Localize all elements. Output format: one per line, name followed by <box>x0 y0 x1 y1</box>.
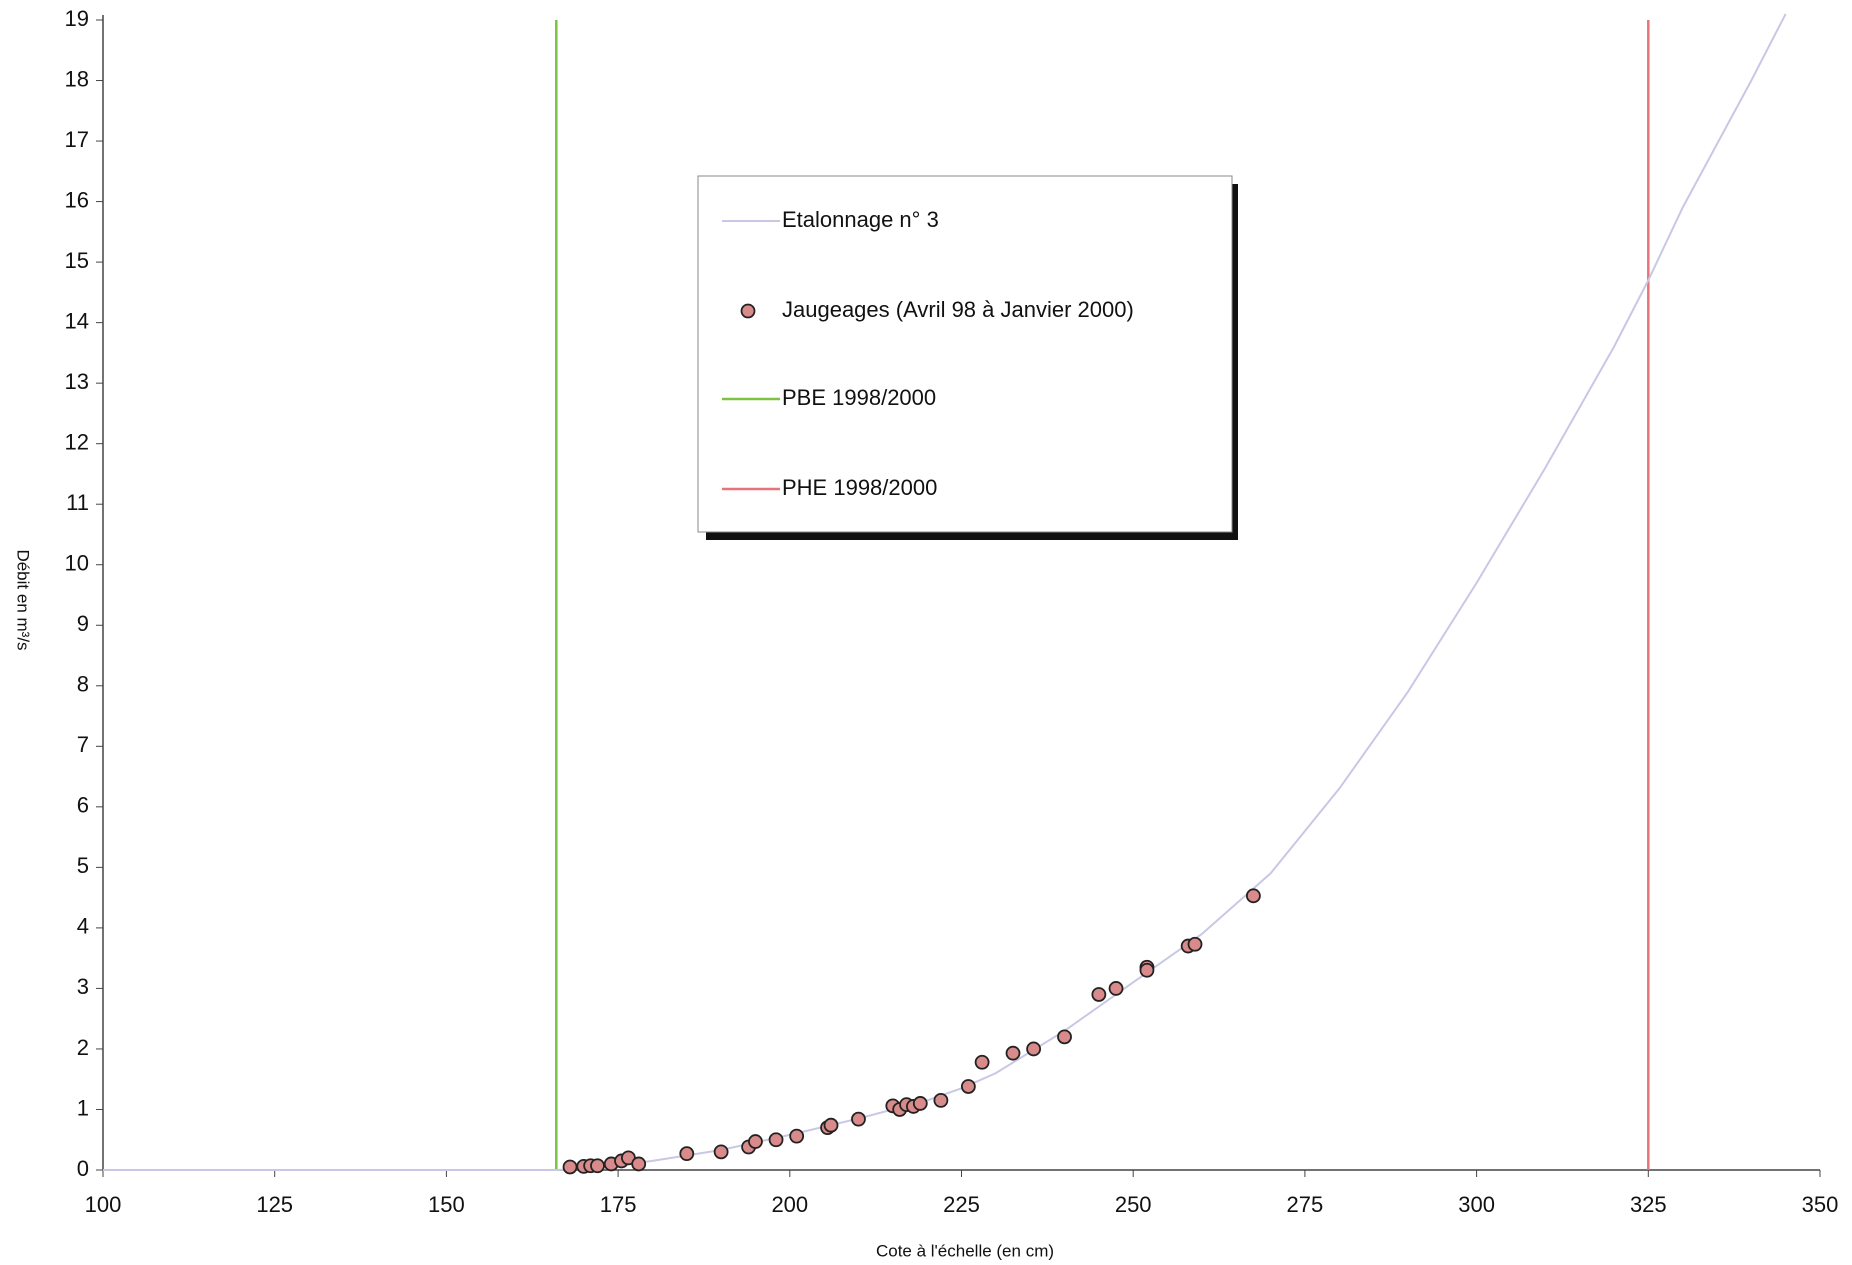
scatter-point <box>960 1079 976 1094</box>
x-tick-label: 250 <box>1115 1192 1152 1217</box>
scatter-point <box>748 1134 763 1149</box>
y-axis-label: Débit en m³/s <box>14 549 33 650</box>
scatter-point <box>631 1156 647 1172</box>
scatter-point <box>912 1096 928 1111</box>
x-tick-label: 200 <box>771 1192 808 1217</box>
scatter-point <box>851 1111 866 1127</box>
legend-label: Etalonnage n° 3 <box>782 207 939 232</box>
y-tick-label: 16 <box>65 187 89 212</box>
scatter-point <box>1005 1045 1021 1061</box>
x-tick-label: 175 <box>600 1192 637 1217</box>
y-tick-label: 0 <box>77 1156 89 1181</box>
scatter-point <box>1026 1041 1042 1057</box>
scatter-point <box>1108 981 1124 996</box>
y-tick-label: 13 <box>65 369 89 394</box>
y-tick-label: 3 <box>77 974 89 999</box>
legend-label: PBE 1998/2000 <box>782 385 936 410</box>
x-axis-label: Cote à l'échelle (en cm) <box>876 1241 1054 1260</box>
scatter-point <box>1139 962 1155 978</box>
scatter-point <box>933 1092 949 1108</box>
scatter-point <box>768 1132 784 1148</box>
y-tick-label: 12 <box>65 429 89 454</box>
scatter-point <box>974 1054 990 1070</box>
y-tick-label: 5 <box>77 853 89 878</box>
scatter-point <box>823 1117 839 1133</box>
y-tick-label: 8 <box>77 672 89 697</box>
y-tick-label: 10 <box>65 551 89 576</box>
x-tick-label: 100 <box>85 1192 122 1217</box>
y-tick-label: 18 <box>65 66 89 91</box>
x-tick-label: 325 <box>1630 1192 1667 1217</box>
x-tick-label: 125 <box>256 1192 293 1217</box>
scatter-point <box>1091 987 1107 1002</box>
legend <box>697 175 1233 533</box>
x-tick-label: 150 <box>428 1192 465 1217</box>
legend-label: Jaugeages (Avril 98 à Janvier 2000) <box>782 297 1134 322</box>
y-tick-label: 19 <box>65 6 89 31</box>
y-tick-label: 17 <box>65 127 89 152</box>
y-tick-label: 2 <box>77 1035 89 1060</box>
scatter-point <box>1187 936 1203 952</box>
x-tick-label: 275 <box>1287 1192 1324 1217</box>
legend-swatch <box>740 303 756 319</box>
x-tick-label: 225 <box>943 1192 980 1217</box>
y-tick-label: 4 <box>77 914 89 939</box>
legend-label: PHE 1998/2000 <box>782 475 937 500</box>
y-tick-label: 15 <box>65 248 89 273</box>
scatter-point <box>679 1146 695 1162</box>
y-tick-label: 14 <box>65 308 89 333</box>
scatter-point <box>590 1158 605 1174</box>
scatter-point <box>1057 1029 1072 1045</box>
scatter-point <box>562 1159 578 1175</box>
x-tick-label: 300 <box>1458 1192 1495 1217</box>
y-tick-label: 7 <box>77 732 89 757</box>
scatter-point <box>713 1144 729 1160</box>
y-tick-label: 1 <box>77 1095 89 1120</box>
scatter-point <box>789 1128 805 1144</box>
x-tick-label: 350 <box>1802 1192 1839 1217</box>
y-tick-label: 11 <box>66 490 89 515</box>
scatter-point <box>1245 888 1261 904</box>
y-tick-label: 6 <box>77 793 89 818</box>
y-tick-label: 9 <box>77 611 89 636</box>
